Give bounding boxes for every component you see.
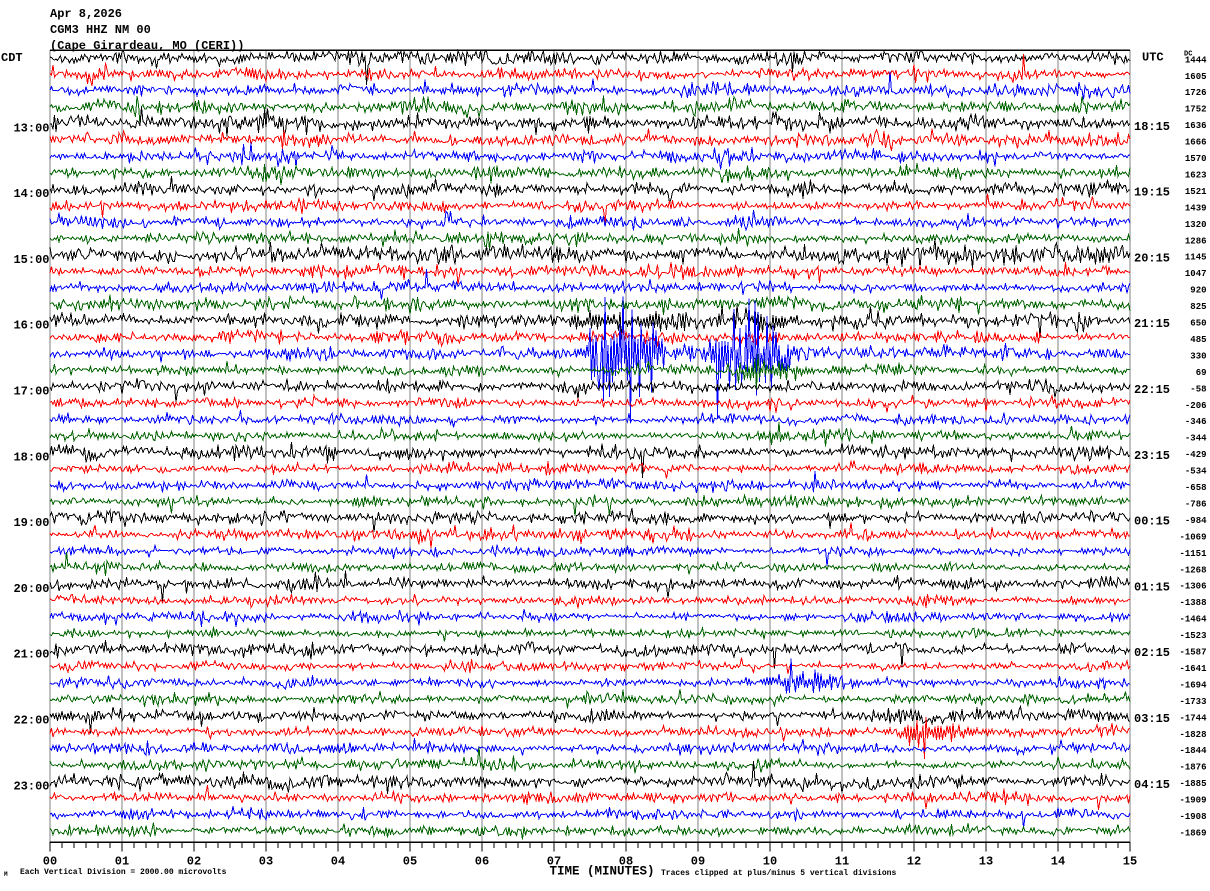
svg-text:1570: 1570 <box>1185 154 1207 164</box>
svg-text:CGM3 HHZ NM 00: CGM3 HHZ NM 00 <box>50 23 151 37</box>
svg-text:1726: 1726 <box>1185 88 1207 98</box>
svg-text:-1694: -1694 <box>1179 680 1207 690</box>
svg-text:-1523: -1523 <box>1179 631 1206 641</box>
svg-text:01:15: 01:15 <box>1134 580 1170 594</box>
svg-text:02: 02 <box>187 855 201 869</box>
svg-text:19:15: 19:15 <box>1134 186 1170 200</box>
svg-text:14:00: 14:00 <box>13 187 49 201</box>
svg-text:-346: -346 <box>1185 417 1207 427</box>
svg-text:-1844: -1844 <box>1179 746 1207 756</box>
svg-text:21:15: 21:15 <box>1134 317 1170 331</box>
svg-text:18:15: 18:15 <box>1134 120 1170 134</box>
svg-text:1521: 1521 <box>1185 187 1207 197</box>
svg-text:09: 09 <box>691 855 705 869</box>
svg-text:TIME (MINUTES): TIME (MINUTES) <box>549 865 654 879</box>
svg-text:-658: -658 <box>1185 483 1207 493</box>
svg-text:-534: -534 <box>1185 467 1207 477</box>
svg-text:485: 485 <box>1190 335 1206 345</box>
svg-text:02:15: 02:15 <box>1134 646 1170 660</box>
svg-text:04:15: 04:15 <box>1134 778 1170 792</box>
svg-text:20:00: 20:00 <box>13 582 49 596</box>
svg-text:DC: DC <box>1184 51 1192 59</box>
svg-text:825: 825 <box>1190 302 1206 312</box>
svg-text:06: 06 <box>475 855 489 869</box>
svg-text:04: 04 <box>331 855 345 869</box>
svg-text:-1464: -1464 <box>1179 615 1207 625</box>
svg-text:23:15: 23:15 <box>1134 449 1170 463</box>
svg-text:(Cape Girardeau, MO (CERI)): (Cape Girardeau, MO (CERI)) <box>50 39 244 53</box>
svg-text:-1069: -1069 <box>1179 532 1206 542</box>
svg-text:-1388: -1388 <box>1179 598 1206 608</box>
svg-text:-206: -206 <box>1185 401 1207 411</box>
svg-text:-984: -984 <box>1185 516 1207 526</box>
svg-text:21:00: 21:00 <box>13 648 49 662</box>
svg-text:330: 330 <box>1190 351 1206 361</box>
svg-text:1752: 1752 <box>1185 105 1207 115</box>
svg-text:Each Vertical Division = 2000.: Each Vertical Division = 2000.00 microvo… <box>20 868 227 877</box>
svg-text:-1909: -1909 <box>1179 796 1206 806</box>
svg-text:650: 650 <box>1190 319 1206 329</box>
svg-text:-1587: -1587 <box>1179 648 1206 658</box>
svg-text:-1268: -1268 <box>1179 565 1206 575</box>
svg-text:1439: 1439 <box>1185 203 1207 213</box>
svg-text:11: 11 <box>835 855 849 869</box>
svg-text:13:00: 13:00 <box>13 121 49 135</box>
svg-text:1145: 1145 <box>1185 253 1207 263</box>
svg-text:15: 15 <box>1123 855 1137 869</box>
svg-text:10: 10 <box>763 855 777 869</box>
svg-text:1320: 1320 <box>1185 220 1207 230</box>
svg-text:00:15: 00:15 <box>1134 515 1170 529</box>
svg-text:05: 05 <box>403 855 417 869</box>
svg-text:1623: 1623 <box>1185 170 1207 180</box>
svg-text:Apr 8,2026: Apr 8,2026 <box>50 7 122 21</box>
svg-text:12: 12 <box>907 855 921 869</box>
svg-text:20:15: 20:15 <box>1134 251 1170 265</box>
svg-text:07: 07 <box>547 855 561 869</box>
svg-text:22:00: 22:00 <box>13 714 49 728</box>
svg-text:-1641: -1641 <box>1179 664 1207 674</box>
svg-text:1444: 1444 <box>1185 55 1207 65</box>
svg-text:M: M <box>4 871 8 878</box>
svg-text:Traces clipped at plus/minus 5: Traces clipped at plus/minus 5 vertical … <box>661 869 896 878</box>
svg-text:1666: 1666 <box>1185 138 1207 148</box>
svg-text:-1151: -1151 <box>1179 549 1207 559</box>
svg-text:-1869: -1869 <box>1179 828 1206 838</box>
svg-text:-429: -429 <box>1185 450 1207 460</box>
svg-text:CDT: CDT <box>1 51 23 65</box>
svg-text:-344: -344 <box>1185 434 1207 444</box>
svg-text:22:15: 22:15 <box>1134 383 1170 397</box>
svg-text:08: 08 <box>619 855 633 869</box>
svg-text:03:15: 03:15 <box>1134 712 1170 726</box>
svg-text:01: 01 <box>115 855 129 869</box>
svg-text:-1306: -1306 <box>1179 582 1206 592</box>
svg-text:1605: 1605 <box>1185 72 1207 82</box>
svg-text:1286: 1286 <box>1185 236 1207 246</box>
svg-text:18:00: 18:00 <box>13 450 49 464</box>
svg-text:14: 14 <box>1051 855 1065 869</box>
svg-text:23:00: 23:00 <box>13 779 49 793</box>
svg-text:-1876: -1876 <box>1179 763 1206 773</box>
svg-text:1636: 1636 <box>1185 121 1207 131</box>
svg-text:-1733: -1733 <box>1179 697 1206 707</box>
svg-text:920: 920 <box>1190 286 1206 296</box>
svg-text:-1908: -1908 <box>1179 812 1206 822</box>
svg-text:-1885: -1885 <box>1179 779 1206 789</box>
svg-text:15:00: 15:00 <box>13 253 49 267</box>
svg-text:1047: 1047 <box>1185 269 1207 279</box>
svg-text:00: 00 <box>43 855 57 869</box>
svg-text:-786: -786 <box>1185 499 1207 509</box>
svg-text:13: 13 <box>979 855 993 869</box>
svg-text:03: 03 <box>259 855 273 869</box>
svg-text:16:00: 16:00 <box>13 319 49 333</box>
svg-text:19:00: 19:00 <box>13 516 49 530</box>
svg-text:UTC: UTC <box>1142 51 1164 65</box>
svg-text:17:00: 17:00 <box>13 385 49 399</box>
svg-text:-1828: -1828 <box>1179 730 1206 740</box>
svg-text:69: 69 <box>1196 368 1207 378</box>
svg-text:-1744: -1744 <box>1179 713 1207 723</box>
svg-text:-58: -58 <box>1190 384 1206 394</box>
